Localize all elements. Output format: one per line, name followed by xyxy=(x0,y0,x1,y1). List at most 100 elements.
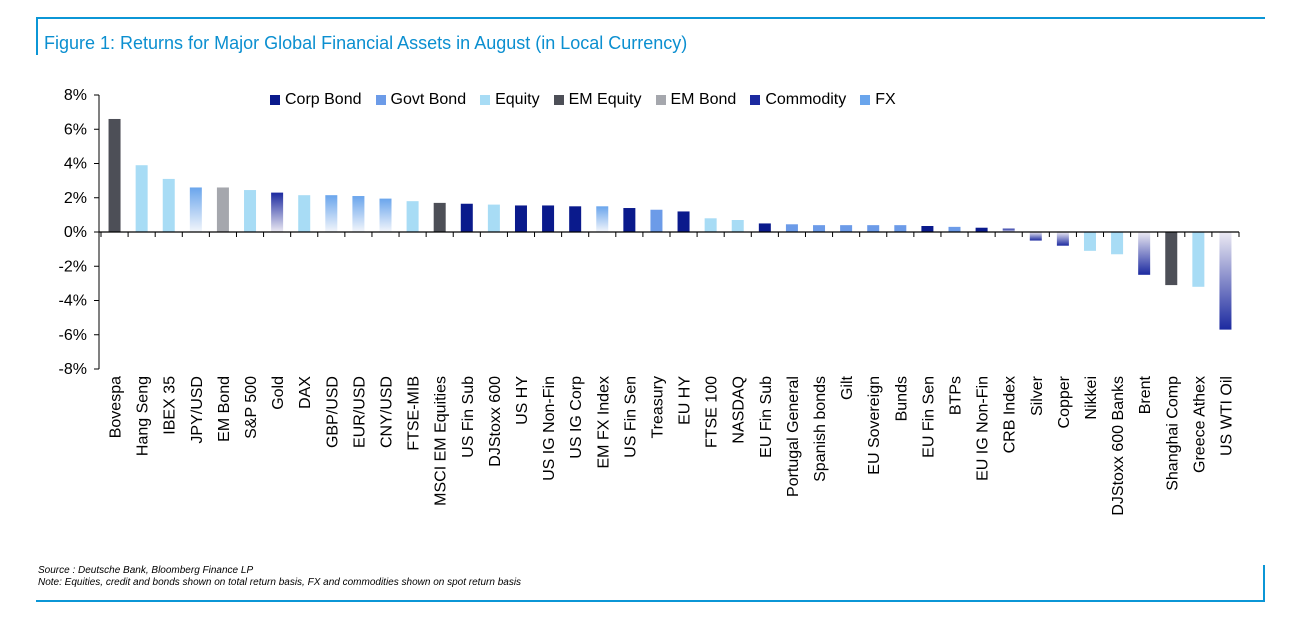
x-category-label: Portugal General xyxy=(785,376,802,497)
bar xyxy=(975,227,988,232)
bar xyxy=(921,226,934,232)
x-category-label: US HY xyxy=(514,376,531,425)
x-category-label: EU Fin Sub xyxy=(758,376,775,458)
source-line: Source : Deutsche Bank, Bloomberg Financ… xyxy=(38,565,254,576)
legend-label: EM Equity xyxy=(568,91,642,108)
bar xyxy=(1002,228,1015,232)
bar xyxy=(731,220,744,232)
legend-item: EM Bond xyxy=(655,91,737,109)
bar xyxy=(487,204,500,232)
x-category-label: EU HY xyxy=(677,376,694,425)
bar xyxy=(813,225,826,232)
bar xyxy=(1138,232,1151,275)
legend-swatch xyxy=(860,95,871,105)
legend-item: Commodity xyxy=(750,91,846,109)
x-category-label: Hang Seng xyxy=(135,376,152,456)
y-tick-label: -6% xyxy=(59,327,87,344)
x-category-label: CNY/USD xyxy=(379,376,396,448)
x-category-label: Greece Athex xyxy=(1191,376,1208,473)
bar xyxy=(596,206,609,232)
legend-swatch xyxy=(375,95,386,105)
x-category-label: EUR/USD xyxy=(351,376,368,448)
x-category-label: EM FX Index xyxy=(595,376,612,468)
x-category-label: US Fin Sub xyxy=(460,376,477,458)
y-tick-label: 8% xyxy=(64,87,87,104)
legend-swatch xyxy=(270,95,280,105)
figure-title: Figure 1: Returns for Major Global Finan… xyxy=(44,33,688,53)
x-category-label: Bovespa xyxy=(108,376,125,438)
bar xyxy=(244,190,257,232)
legend-item: Equity xyxy=(480,91,540,109)
x-category-label: EU Sovereign xyxy=(866,376,883,475)
legend-item: Corp Bond xyxy=(270,91,362,109)
legend-item: FX xyxy=(860,91,896,109)
y-tick-label: 4% xyxy=(64,156,87,173)
x-category-label: Shanghai Comp xyxy=(1164,376,1181,491)
bar xyxy=(894,225,907,232)
bar xyxy=(704,218,717,232)
legend-item: EM Equity xyxy=(553,91,642,109)
x-category-label: Gilt xyxy=(839,375,856,400)
bar xyxy=(433,202,446,232)
source-notes: Source : Deutsche Bank, Bloomberg Financ… xyxy=(38,565,521,589)
frame-left-rule xyxy=(36,17,38,55)
frame-bottom-rule xyxy=(36,600,1265,602)
x-category-label: DJStoxx 600 xyxy=(487,376,504,467)
legend-item: Govt Bond xyxy=(375,91,467,109)
y-tick-label: -4% xyxy=(59,293,87,310)
bar xyxy=(189,187,202,232)
x-category-label: Brent xyxy=(1137,375,1154,414)
x-category-label: US Fin Sen xyxy=(622,376,639,458)
bar xyxy=(271,192,284,232)
bar xyxy=(460,203,473,232)
x-category-label: DJStoxx 600 Banks xyxy=(1110,376,1127,516)
chart-legend: Corp Bond Govt Bond Equity EM Equity EM Bond… xyxy=(270,91,896,109)
bar xyxy=(162,178,175,232)
legend-swatch xyxy=(750,95,761,105)
legend-label: Commodity xyxy=(765,91,847,108)
y-tick-label: -2% xyxy=(59,258,87,275)
x-category-label: EU Fin Sen xyxy=(920,376,937,458)
x-category-label: Bunds xyxy=(893,376,910,421)
x-category-label: Gold xyxy=(270,376,287,410)
legend-label: FX xyxy=(875,91,896,108)
bar xyxy=(135,165,148,232)
note-line: Note: Equities, credit and bonds shown o… xyxy=(38,577,522,588)
y-tick-label: -8% xyxy=(59,361,87,378)
legend-swatch xyxy=(553,95,564,105)
x-category-label: DAX xyxy=(297,376,314,409)
bar xyxy=(948,226,961,232)
x-category-label: Treasury xyxy=(649,376,666,439)
y-tick-label: 0% xyxy=(64,224,87,241)
frame-top-rule xyxy=(36,17,1265,19)
bar xyxy=(379,198,392,232)
x-category-label: Copper xyxy=(1056,375,1073,428)
x-category-label: FTSE 100 xyxy=(704,376,721,448)
bar xyxy=(677,211,690,232)
bar xyxy=(1029,232,1042,241)
bar xyxy=(785,224,798,232)
legend-label: Govt Bond xyxy=(390,91,467,108)
bar xyxy=(1219,232,1232,330)
x-category-label: FTSE-MIB xyxy=(406,376,423,451)
bar xyxy=(325,195,338,232)
bar xyxy=(840,225,853,232)
x-category-label: EU IG Non-Fin xyxy=(975,376,992,481)
legend-swatch xyxy=(480,95,491,105)
bar xyxy=(216,187,229,232)
bar xyxy=(298,195,311,232)
bar xyxy=(569,206,582,232)
bar xyxy=(650,209,663,232)
x-category-label: CRB Index xyxy=(1002,376,1019,453)
y-tick-label: 6% xyxy=(64,121,87,138)
bar xyxy=(1165,232,1178,286)
bar xyxy=(1083,232,1096,251)
legend-label: Corp Bond xyxy=(285,91,362,108)
x-category-label: NASDAQ xyxy=(731,376,748,444)
legend-label: EM Bond xyxy=(670,91,737,108)
bar xyxy=(406,201,419,232)
x-category-label: Spanish bonds xyxy=(812,376,829,482)
x-category-label: Silver xyxy=(1029,375,1046,416)
x-category-label: JPY/USD xyxy=(189,376,206,444)
